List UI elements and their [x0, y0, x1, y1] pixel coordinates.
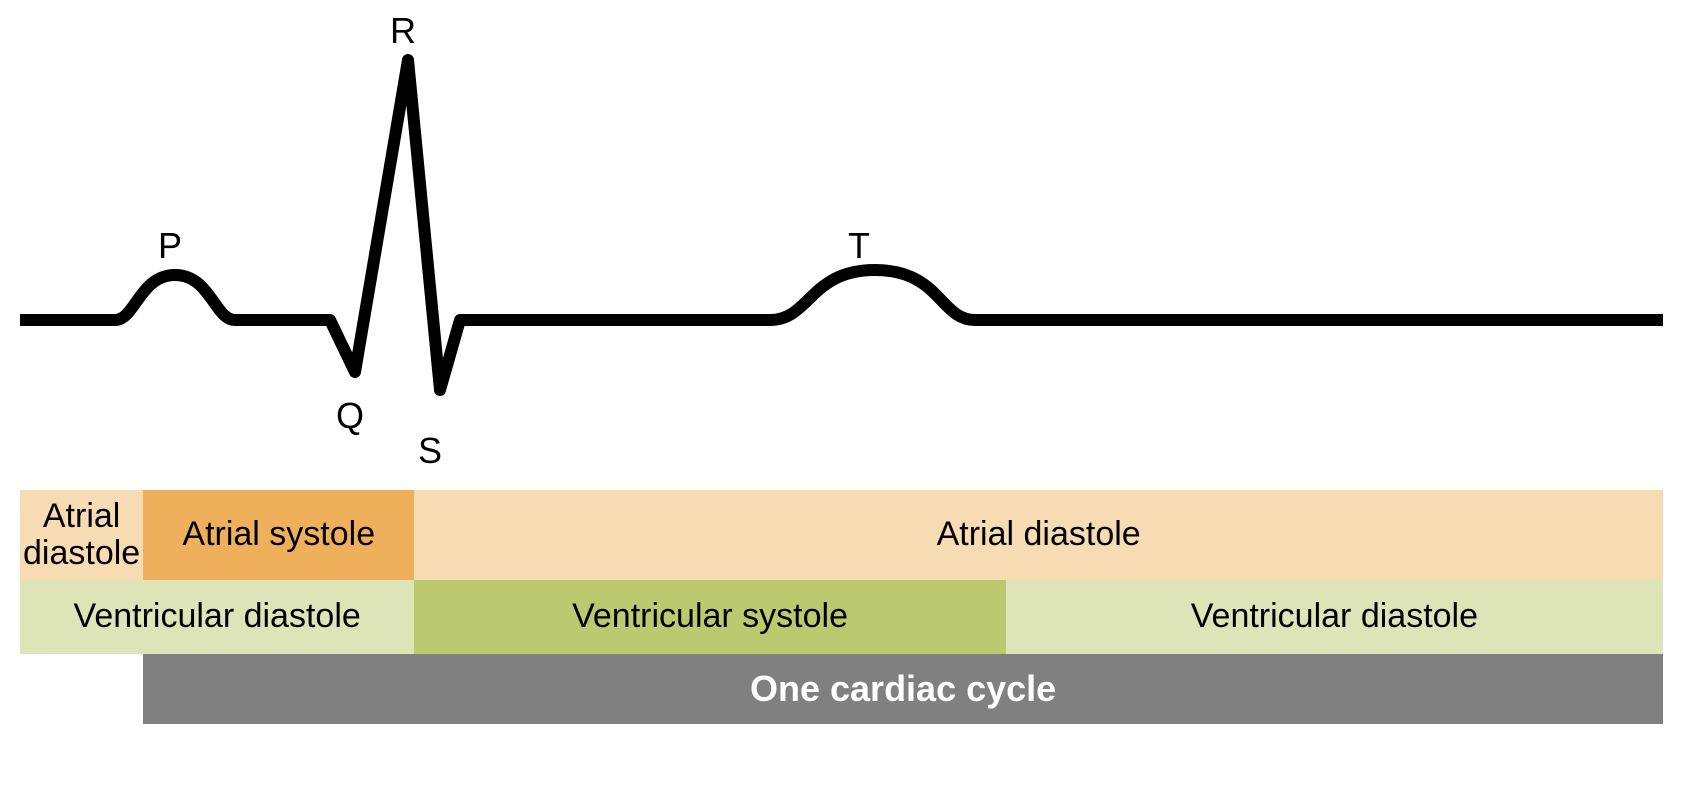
ecg-path — [20, 60, 1663, 390]
label-q: Q — [336, 395, 364, 437]
ventricular-row: Ventricular diastoleVentricular systoleV… — [20, 580, 1663, 654]
atrial-row: Atrial diastoleAtrial systoleAtrial dias… — [20, 490, 1663, 580]
ventricular-segment-2: Ventricular diastole — [1006, 580, 1663, 654]
label-t: T — [848, 225, 870, 267]
cycle-segment-1: One cardiac cycle — [143, 654, 1663, 724]
label-p: P — [158, 225, 182, 267]
diagram-container: P Q R S T Atrial diastoleAtrial systoleA… — [20, 0, 1663, 724]
ventricular-segment-1: Ventricular systole — [414, 580, 1005, 654]
ecg-waveform — [20, 0, 1663, 490]
ventricular-segment-0: Ventricular diastole — [20, 580, 414, 654]
atrial-segment-0: Atrial diastole — [20, 490, 143, 580]
ecg-plot-area: P Q R S T — [20, 0, 1663, 490]
phase-bars: Atrial diastoleAtrial systoleAtrial dias… — [20, 490, 1663, 724]
cycle-segment-0 — [20, 654, 143, 724]
atrial-segment-2: Atrial diastole — [414, 490, 1663, 580]
atrial-segment-1: Atrial systole — [143, 490, 414, 580]
label-s: S — [418, 430, 442, 472]
cycle-row: One cardiac cycle — [20, 654, 1663, 724]
label-r: R — [390, 10, 416, 52]
